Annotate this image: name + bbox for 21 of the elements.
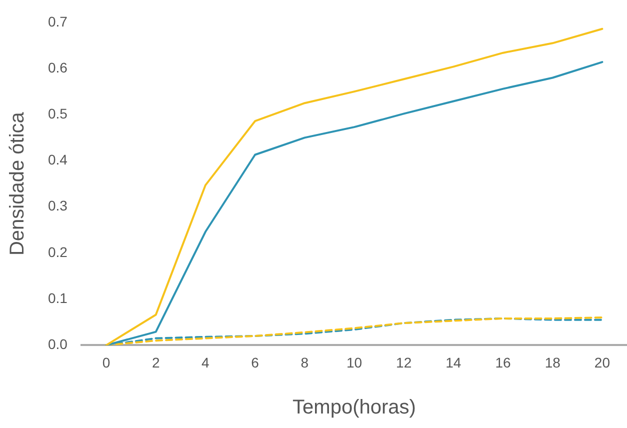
x-tick-label: 8 — [300, 354, 309, 370]
x-tick-label: 2 — [152, 354, 160, 370]
x-tick-label: 12 — [396, 354, 412, 370]
x-tick-label: 6 — [251, 354, 260, 370]
y-tick-label: 0.6 — [48, 59, 68, 76]
x-tick-label: 10 — [346, 354, 362, 370]
y-tick-label: 0.3 — [48, 198, 68, 214]
y-axis-title: Densidade ótica — [6, 111, 29, 256]
y-tick-label: 0.0 — [48, 336, 68, 352]
y-tick-label: 0.4 — [48, 152, 68, 168]
x-tick-label: 0 — [102, 354, 110, 370]
x-tick-label: 4 — [202, 354, 210, 370]
x-tick-label: 20 — [594, 354, 610, 370]
y-tick-label: 0.1 — [48, 290, 68, 306]
y-tick-label: 0.7 — [48, 13, 68, 30]
y-tick-label: 0.2 — [48, 244, 68, 260]
x-tick-label: 18 — [544, 354, 561, 370]
x-tick-label: 14 — [446, 354, 462, 370]
y-tick-label: 0.5 — [48, 105, 68, 122]
x-axis-title: Tempo(horas) — [292, 396, 416, 419]
x-tick-label: 16 — [495, 354, 512, 370]
